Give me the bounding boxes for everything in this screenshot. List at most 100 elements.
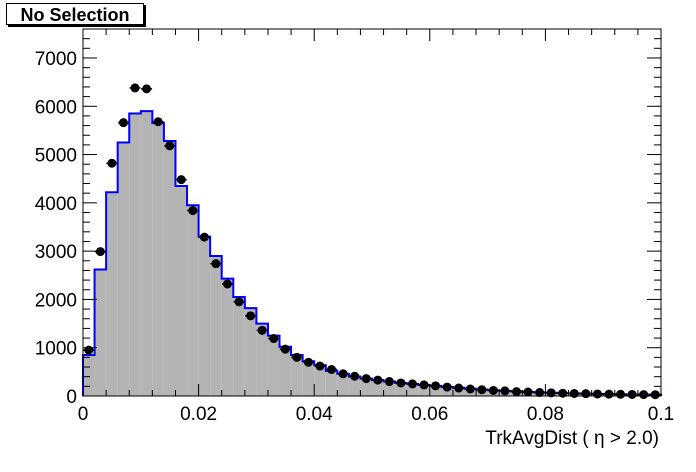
histogram-bar (175, 185, 188, 396)
data-point (442, 382, 452, 392)
data-point (477, 385, 487, 395)
data-point (280, 344, 290, 354)
y-tick-label-4: 4000 (35, 194, 77, 215)
histogram-bar (244, 308, 257, 396)
data-point (396, 378, 406, 388)
x-tick-label-4: 0.08 (527, 404, 564, 425)
y-tick-label-7: 7000 (35, 49, 77, 70)
x-tick-label-3: 0.06 (411, 404, 448, 425)
data-point (581, 389, 591, 399)
data-point (650, 390, 660, 400)
histogram-bar (83, 354, 95, 396)
data-point (361, 374, 371, 384)
histogram-layer (82, 110, 662, 396)
histogram-bar (198, 236, 211, 396)
data-point (616, 389, 626, 399)
histogram-bar (360, 378, 372, 396)
histogram-bar (406, 383, 419, 396)
data-point (604, 389, 614, 399)
histogram-bar (383, 381, 396, 396)
y-tick-label-3: 3000 (35, 242, 77, 263)
histogram-bar (163, 141, 176, 396)
data-point (512, 387, 521, 397)
x-tick-label-2: 0.04 (296, 404, 333, 425)
histogram-bar (140, 111, 153, 396)
data-point (569, 388, 579, 398)
histogram-bar (117, 142, 130, 396)
histogram-bar (187, 205, 199, 396)
data-point (292, 352, 302, 362)
data-point (269, 334, 279, 344)
data-point (546, 388, 556, 398)
histogram-bar (348, 376, 361, 396)
data-point (234, 297, 244, 307)
data-point (373, 375, 383, 385)
data-point (454, 383, 464, 393)
x-tick-labels: 0 0.02 0.04 0.06 0.08 0.1 (78, 404, 675, 425)
data-point (246, 311, 256, 321)
y-tick-labels: 0 1000 2000 3000 4000 5000 6000 7000 (35, 49, 77, 408)
y-tick-label-6: 6000 (35, 97, 77, 118)
data-point (95, 247, 105, 257)
data-point (419, 380, 429, 390)
histogram-bar (279, 346, 292, 396)
data-point (488, 385, 498, 395)
data-point (431, 381, 441, 391)
histogram-bar (429, 385, 442, 396)
histogram-bar (418, 384, 430, 396)
y-tick-label-2: 2000 (35, 290, 77, 311)
data-point (338, 369, 348, 379)
data-point (130, 83, 140, 93)
histogram-bar (395, 382, 407, 396)
histogram-bar (302, 361, 315, 396)
data-point (176, 175, 186, 185)
x-tick-label-1: 0.02 (180, 404, 217, 425)
x-tick-label-0: 0 (78, 404, 89, 425)
data-point (627, 389, 637, 399)
x-axis-label: TrkAvgDist ( η > 2.0) (485, 428, 659, 449)
y-tick-label-1: 1000 (35, 339, 77, 360)
data-point (153, 117, 163, 127)
histogram-bar (267, 335, 280, 396)
histogram-bar (314, 365, 326, 396)
data-point (535, 388, 545, 398)
data-point (84, 345, 94, 355)
histogram-bar (291, 354, 303, 396)
histogram-bar (210, 255, 222, 396)
data-point (303, 357, 313, 367)
data-point (558, 388, 568, 398)
histogram-bar (256, 323, 268, 396)
histogram-bar (129, 113, 141, 396)
data-point (223, 279, 232, 289)
x-tick-label-5: 0.1 (648, 404, 674, 425)
data-point (407, 379, 417, 389)
data-point (384, 377, 394, 387)
histogram-bar (221, 278, 234, 396)
histogram-bar (152, 123, 164, 396)
data-point (188, 206, 198, 216)
data-point (165, 141, 175, 151)
y-tick-label-0: 0 (66, 387, 77, 408)
histogram-bar (325, 370, 338, 396)
data-point (500, 386, 510, 396)
histogram-bar (337, 373, 349, 396)
marker-layer (83, 83, 661, 400)
data-point (257, 325, 267, 335)
data-point (107, 158, 117, 168)
data-point (118, 118, 128, 128)
chart-title: No Selection (6, 3, 144, 25)
data-point (211, 259, 221, 269)
histogram-bar (94, 269, 107, 396)
histogram-bar (233, 297, 245, 396)
data-point (199, 232, 209, 242)
ticks-layer (82, 28, 662, 397)
histogram-bar (372, 380, 384, 396)
data-point (592, 389, 602, 399)
data-point (465, 384, 475, 394)
data-point (327, 364, 337, 374)
data-point (315, 361, 325, 371)
histogram-bar (106, 192, 118, 396)
y-tick-label-5: 5000 (35, 146, 77, 167)
data-point (523, 387, 533, 397)
